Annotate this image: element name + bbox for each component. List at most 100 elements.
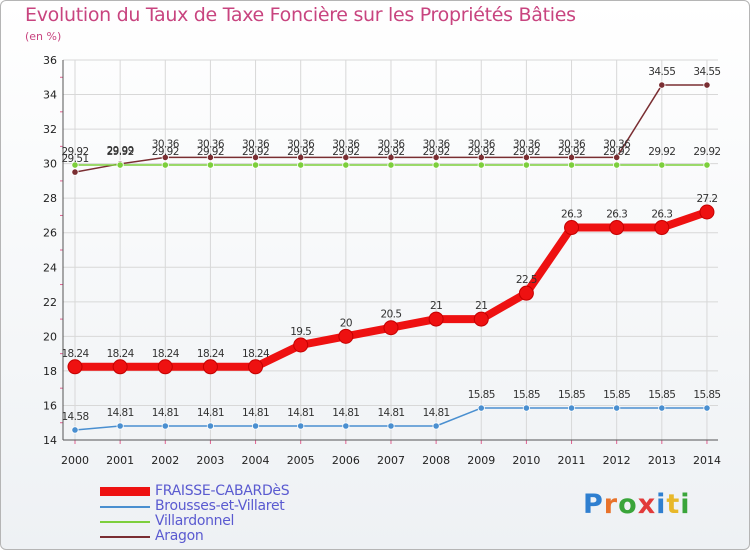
logo-letter: t xyxy=(666,489,681,520)
data-label: 26.3 xyxy=(651,209,672,221)
x-tick-label: 2013 xyxy=(648,454,676,467)
data-point xyxy=(613,161,621,169)
data-point xyxy=(428,311,444,327)
data-label: 29.92 xyxy=(693,146,720,158)
y-tick-label: 24 xyxy=(43,261,57,274)
data-point xyxy=(206,422,215,430)
legend-swatch xyxy=(100,536,150,538)
data-point xyxy=(703,404,711,412)
data-label: 30.36 xyxy=(423,138,451,150)
data-point xyxy=(658,404,666,412)
chart-title: Evolution du Taux de Taxe Foncière sur l… xyxy=(25,4,576,26)
legend-swatch xyxy=(100,487,150,496)
data-label: 14.58 xyxy=(61,411,88,423)
line-chart: 14 16 18 20 22 24 26 28 30 32 34 36 2000 2001 2002 2003… xyxy=(43,54,721,467)
data-label: 29.92 xyxy=(287,146,314,158)
data-point xyxy=(202,359,218,375)
data-label: 22.5 xyxy=(516,274,537,286)
data-point xyxy=(699,204,715,220)
data-point xyxy=(432,153,440,162)
data-point xyxy=(567,153,576,162)
data-label: 30.36 xyxy=(558,138,586,150)
x-tick-label: 2001 xyxy=(106,454,134,467)
data-point xyxy=(613,153,621,162)
data-point xyxy=(522,161,531,169)
data-label: 30.36 xyxy=(287,138,315,150)
x-tick-label: 2011 xyxy=(558,454,586,467)
data-point xyxy=(112,359,128,375)
data-label: 26.3 xyxy=(561,209,582,221)
data-point xyxy=(387,422,395,430)
data-label: 18.24 xyxy=(152,348,180,360)
y-tick-label: 18 xyxy=(43,365,57,378)
x-tick-label: 2006 xyxy=(332,454,360,467)
data-point xyxy=(161,161,169,169)
data-label: 30.36 xyxy=(242,138,270,150)
data-point xyxy=(251,422,260,430)
data-label: 30.36 xyxy=(468,138,496,150)
data-point xyxy=(297,422,305,430)
data-label: 29.92 xyxy=(468,146,495,158)
axes: 14 16 18 20 22 24 26 28 30 32 34 36 2000 2001 2002 2003… xyxy=(43,54,721,467)
y-axis-unit: (en %) xyxy=(25,30,62,43)
x-tick-label: 2005 xyxy=(287,454,315,467)
logo-letter: i xyxy=(680,489,691,520)
data-point xyxy=(477,404,485,412)
data-label: 21 xyxy=(475,300,487,312)
data-label: 29.99 xyxy=(107,145,134,157)
data-label: 29.92 xyxy=(513,146,540,158)
data-point xyxy=(564,220,580,236)
data-label: 30.36 xyxy=(152,138,180,150)
x-tick-label: 2004 xyxy=(242,454,270,467)
y-tick-label: 36 xyxy=(43,54,57,67)
data-label: 18.24 xyxy=(197,348,225,360)
data-point xyxy=(477,153,485,162)
y-tick-label: 26 xyxy=(43,227,57,240)
data-label: 18.24 xyxy=(107,348,135,360)
data-point xyxy=(116,161,124,169)
logo-letter: r xyxy=(603,489,619,520)
data-point xyxy=(297,153,305,162)
data-point xyxy=(522,404,531,412)
data-label: 19.5 xyxy=(290,326,311,338)
data-label: 29.51 xyxy=(61,153,88,165)
data-label: 14.81 xyxy=(197,407,224,419)
data-label: 20.5 xyxy=(380,309,401,321)
data-label: 29.92 xyxy=(648,146,675,158)
legend-label: Brousses-et-Villaret xyxy=(155,498,285,514)
grid xyxy=(63,59,718,441)
data-label: 34.55 xyxy=(693,66,720,78)
data-point xyxy=(432,161,440,169)
data-point xyxy=(432,422,440,430)
data-label: 29.92 xyxy=(107,146,134,158)
data-point xyxy=(71,168,79,176)
data-labels: 29.51 29.99 30.36 30.36 30.36 30.36 30.36 30.36… xyxy=(61,66,721,423)
data-point xyxy=(116,422,124,430)
data-label: 15.85 xyxy=(693,389,720,401)
y-tick-label: 30 xyxy=(43,158,57,171)
data-label: 34.55 xyxy=(648,66,675,78)
data-point xyxy=(342,161,350,169)
data-label: 20 xyxy=(340,317,352,329)
legend-label: Villardonnel xyxy=(155,513,235,529)
data-point xyxy=(67,359,83,375)
logo-letter: o xyxy=(618,489,638,520)
y-tick-label: 20 xyxy=(43,330,57,343)
data-label: 29.92 xyxy=(152,146,179,158)
legend-swatch xyxy=(100,521,150,523)
data-point xyxy=(161,153,169,162)
data-point xyxy=(248,359,264,375)
data-point xyxy=(654,220,670,236)
data-point xyxy=(518,285,534,301)
x-tick-label: 2002 xyxy=(151,454,179,467)
y-tick-label: 28 xyxy=(43,192,57,205)
y-tick-label: 16 xyxy=(43,399,57,412)
logo-letter: P xyxy=(583,489,604,520)
data-label: 14.81 xyxy=(423,407,450,419)
x-tick-label: 2007 xyxy=(377,454,405,467)
x-tick-label: 2010 xyxy=(512,454,540,467)
y-tick-label: 34 xyxy=(43,89,57,102)
data-label: 29.92 xyxy=(423,146,450,158)
data-label: 30.36 xyxy=(513,138,541,150)
